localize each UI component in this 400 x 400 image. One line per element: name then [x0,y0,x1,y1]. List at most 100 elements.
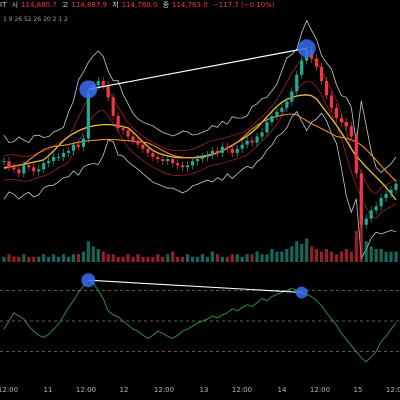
volume-bar [265,254,269,262]
oscillator-trendline [88,279,302,293]
candle-body [270,115,274,123]
volume-bar [220,256,224,262]
time-tick-label: 12:00 [310,386,330,394]
candle-body [106,85,110,98]
volume-bar [230,254,234,262]
volume-bar [374,249,378,262]
candle-body [349,126,353,137]
volume-bar [295,241,299,262]
candle-body [126,130,130,137]
volume-bar [255,251,259,262]
volume-bar [96,249,100,262]
candle-body [374,206,378,211]
high-value: 114,887.9 [71,1,107,9]
volume-bar [156,254,160,262]
candle-body [176,163,180,166]
volume-bar [176,256,180,262]
volume-bar [275,251,279,262]
volume-bar [339,251,344,262]
candle-body [37,169,41,172]
candle-body [275,111,279,116]
candle-body [295,74,299,92]
candle-body [161,159,165,162]
symbol-tail: IT [0,1,7,9]
candle-body [344,122,348,127]
candle-body [141,144,145,149]
volume-bar [116,256,120,262]
bollinger-upper-line [3,19,397,173]
volume-bar [141,256,145,262]
candle-body [285,101,289,108]
oscillator-line [3,279,397,363]
ema-orange-line [3,113,397,182]
candle-body [66,150,71,153]
candle-body [205,154,210,157]
volume-bar [101,251,105,262]
volume-bar [359,215,363,262]
candle-body [52,157,56,162]
volume-bar [190,256,195,262]
volume-bar [151,256,155,262]
peak-marker-left [79,80,98,99]
candle-body [7,161,11,168]
candle-body [156,157,160,160]
change-value: −117.7 (−0.10%) [212,1,275,9]
oscillator-pane [0,273,400,363]
volume-bar [250,254,254,262]
candle-body [389,189,393,194]
candle-body [250,140,254,143]
candle-body [121,128,125,131]
volume-bar [389,251,393,262]
volume-bar [344,249,348,262]
candle-body [111,97,115,116]
candle-body [185,165,190,168]
candle-body [17,169,21,174]
volume-bar [394,251,398,262]
volume-bar [369,246,373,262]
candle-body [324,81,329,96]
volume-bar [329,251,334,262]
price-pane [2,19,398,260]
volume-bar [81,251,85,262]
candle-body [369,210,373,219]
candle-body [131,136,135,141]
candle-body [255,136,259,143]
volume-bar [349,251,353,262]
volume-bar [17,256,21,262]
volume-bar [300,243,304,262]
low-value: 114,760.0 [121,1,158,9]
open-value: 114,880.7 [21,1,57,9]
volume-bar [285,249,289,262]
volume-bar [290,246,294,262]
candle-body [47,161,51,164]
volume-bar [86,241,90,262]
volume-bar [146,256,150,262]
volume-bar [56,256,61,262]
red-band-lower-line [3,80,397,219]
volume-bar [225,256,229,262]
volume-bar [76,254,81,262]
volume-bar [235,254,239,262]
osc-marker-right [295,286,308,299]
time-tick-label: 12:00 [386,386,400,394]
volume-bar [260,254,264,262]
time-tick-label: 12 [120,386,129,394]
volume-bar [379,249,383,262]
candle-body [334,107,339,118]
peak-marker-right [297,39,316,58]
candle-body [240,144,244,149]
volume-bar [210,251,215,262]
volume-bar [195,256,200,262]
candle-body [81,138,85,147]
candle-body [290,91,294,102]
time-tick-label: 15 [354,386,363,394]
volume-bar [12,256,16,262]
volume-bar [324,249,329,262]
volume-bar [131,256,135,262]
time-tick-label: 14 [278,386,287,394]
open-label: 시 [11,1,19,9]
candle-body [225,146,229,149]
volume-bar [315,249,319,262]
bollinger-lower-line [3,110,397,260]
time-tick-label: 12:00 [76,386,96,394]
